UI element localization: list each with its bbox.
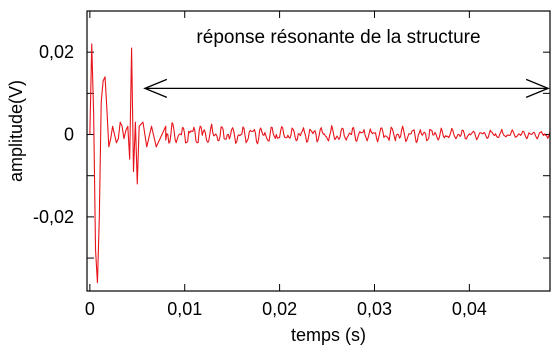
- arrow-head-right: [525, 78, 550, 99]
- y-tick-label: 0: [64, 125, 74, 145]
- x-tick-label: 0,03: [357, 299, 392, 319]
- y-axis-ticks: 0,02 0 -0,02: [33, 42, 550, 259]
- y-tick-label: 0,02: [39, 42, 74, 62]
- x-tick-label: 0,04: [452, 299, 487, 319]
- plot-frame: [86, 10, 551, 292]
- x-tick-label: 0,01: [167, 299, 202, 319]
- plot-area: [87, 11, 550, 291]
- series-line: [89, 43, 551, 284]
- x-axis-ticks: 0 0,01 0,02 0,03 0,04: [85, 11, 487, 319]
- y-axis-label: amplitude(V): [6, 80, 26, 182]
- x-axis-label: temps (s): [291, 325, 366, 345]
- x-tick-label: 0: [85, 299, 95, 319]
- y-tick-label: -0,02: [33, 207, 74, 227]
- annotation-arrow: [143, 78, 550, 99]
- annotation-text: réponse résonante de la structure: [196, 27, 480, 48]
- arrow-head-left: [143, 78, 168, 99]
- x-tick-label: 0,02: [262, 299, 297, 319]
- annotation: réponse résonante de la structure: [143, 27, 550, 99]
- series-layer: [89, 43, 551, 284]
